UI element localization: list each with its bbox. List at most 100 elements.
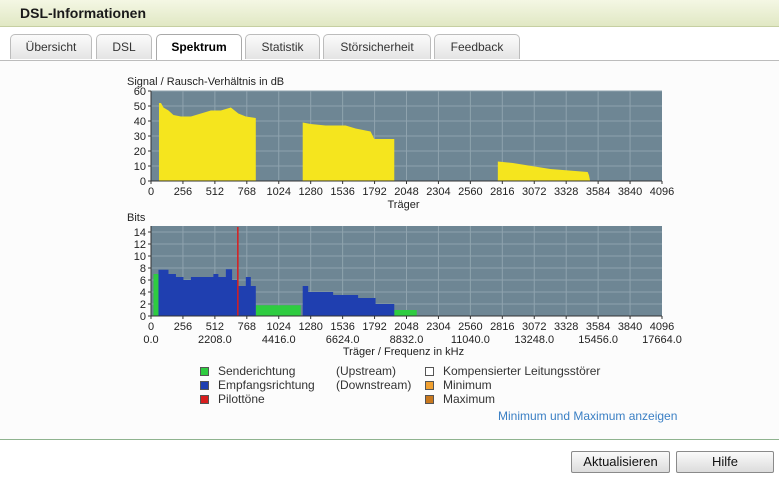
- x-tick-label: 1280: [298, 321, 322, 333]
- x-tick-label: 2560: [458, 321, 482, 333]
- y-tick-label: 2: [140, 299, 146, 311]
- x-tick-label: 1792: [362, 186, 386, 198]
- tab-bar: Übersicht DSL Spektrum Statistik Störsic…: [0, 34, 779, 62]
- freq-tick-label: 17664.0: [642, 334, 682, 346]
- legend-left: Senderichtung (Upstream) Empfangsrichtun…: [200, 364, 440, 406]
- x-tick-label: 3072: [522, 321, 546, 333]
- x-tick-label: 0: [148, 186, 154, 198]
- freq-tick-label: 2208.0: [198, 334, 232, 346]
- tab-feedback[interactable]: Feedback: [434, 34, 520, 59]
- freq-tick-label: 6624.0: [326, 334, 360, 346]
- y-tick-label: 6: [140, 275, 146, 287]
- legend-maximum: Maximum: [425, 392, 645, 406]
- snr-area-2: [497, 161, 591, 181]
- freq-tick-label: 11040.0: [451, 334, 490, 346]
- x-tick-label: 2304: [426, 186, 450, 198]
- x-tick-label: 3584: [586, 186, 610, 198]
- x-axis-label: Träger / Frequenz in kHz: [343, 346, 464, 358]
- upstream-bits-band3: [394, 310, 417, 316]
- y-tick-label: 0: [140, 176, 146, 188]
- help-button[interactable]: Hilfe: [676, 451, 774, 473]
- pilot-swatch: [200, 395, 209, 404]
- x-tick-label: 4096: [650, 321, 674, 333]
- x-tick-label: 1024: [267, 321, 291, 333]
- legend-label: Minimum: [443, 378, 492, 392]
- tab-spektrum[interactable]: Spektrum: [156, 34, 242, 62]
- x-tick-label: 2048: [394, 321, 418, 333]
- legend-label: Pilottöne: [218, 392, 265, 406]
- y-tick-label: 10: [134, 161, 146, 173]
- legend-label: Senderichtung: [218, 364, 296, 378]
- x-tick-label: 2816: [490, 321, 514, 333]
- x-tick-label: 2304: [426, 321, 450, 333]
- chart-title: Signal / Rausch-Verhältnis in dB: [127, 76, 284, 88]
- x-tick-label: 4096: [650, 186, 674, 198]
- window-title: DSL-Informationen: [20, 5, 146, 21]
- x-tick-label: 2048: [394, 186, 418, 198]
- y-tick-label: 4: [140, 287, 146, 299]
- freq-tick-label: 15456.0: [578, 334, 618, 346]
- x-axis-label: Träger: [388, 199, 420, 211]
- minimum-swatch: [425, 381, 434, 390]
- upstream-swatch: [200, 367, 209, 376]
- x-tick-label: 3328: [554, 186, 578, 198]
- legend-label: Empfangsrichtung: [218, 378, 315, 392]
- legend-kompensiert: Kompensierter Leitungsstörer: [425, 364, 645, 378]
- downstream-bits-band2: [302, 286, 395, 316]
- x-tick-label: 512: [206, 186, 224, 198]
- chart-title: Bits: [127, 212, 146, 224]
- x-tick-label: 3328: [554, 321, 578, 333]
- x-tick-label: 1024: [267, 186, 291, 198]
- y-tick-label: 12: [134, 239, 146, 251]
- tab-stoersicherheit[interactable]: Störsicherheit: [323, 34, 431, 59]
- y-tick-label: 20: [134, 146, 146, 158]
- x-tick-label: 3840: [618, 186, 642, 198]
- x-tick-label: 512: [206, 321, 224, 333]
- x-tick-label: 3584: [586, 321, 610, 333]
- kompensiert-swatch: [425, 367, 434, 376]
- tab-dsl[interactable]: DSL: [96, 34, 152, 59]
- snr-area-0: [158, 103, 256, 181]
- title-bar: DSL-Informationen: [0, 0, 779, 27]
- x-tick-label: 0: [148, 321, 154, 333]
- freq-tick-label: 4416.0: [262, 334, 296, 346]
- show-min-max-link[interactable]: Minimum und Maximum anzeigen: [498, 409, 678, 423]
- y-tick-label: 10: [134, 251, 146, 263]
- x-tick-label: 768: [238, 321, 256, 333]
- y-tick-label: 60: [134, 86, 146, 98]
- x-tick-label: 3072: [522, 186, 546, 198]
- freq-tick-label: 13248.0: [514, 334, 554, 346]
- y-tick-label: 8: [140, 263, 146, 275]
- legend-minimum: Minimum: [425, 378, 645, 392]
- footer-divider: [0, 439, 779, 440]
- x-tick-label: 256: [174, 186, 192, 198]
- x-tick-label: 1536: [330, 186, 354, 198]
- legend-pilot: Pilottöne: [200, 392, 440, 406]
- refresh-button[interactable]: Aktualisieren: [571, 451, 670, 473]
- x-tick-label: 3840: [618, 321, 642, 333]
- x-tick-label: 256: [174, 321, 192, 333]
- downstream-bits: [158, 269, 256, 316]
- x-tick-label: 2560: [458, 186, 482, 198]
- legend-downstream: Empfangsrichtung (Downstream): [200, 378, 440, 392]
- legend-upstream: Senderichtung (Upstream): [200, 364, 440, 378]
- y-tick-label: 0: [140, 311, 146, 323]
- legend-right: Kompensierter Leitungsstörer Minimum Max…: [425, 364, 645, 406]
- tab-uebersicht[interactable]: Übersicht: [10, 34, 92, 59]
- y-tick-label: 14: [134, 227, 146, 239]
- upstream-bits-band2: [255, 305, 301, 316]
- legend-direction: (Downstream): [336, 378, 412, 392]
- y-tick-label: 30: [134, 131, 146, 143]
- freq-tick-label: 8832.0: [390, 334, 424, 346]
- maximum-swatch: [425, 395, 434, 404]
- legend-label: Kompensierter Leitungsstörer: [443, 364, 601, 378]
- y-tick-label: 50: [134, 101, 146, 113]
- x-tick-label: 768: [238, 186, 256, 198]
- y-tick-label: 40: [134, 116, 146, 128]
- tab-statistik[interactable]: Statistik: [245, 34, 320, 59]
- upstream-bits: [153, 274, 159, 316]
- freq-tick-label: 0.0: [143, 334, 158, 346]
- x-tick-label: 1792: [362, 321, 386, 333]
- x-tick-label: 1280: [298, 186, 322, 198]
